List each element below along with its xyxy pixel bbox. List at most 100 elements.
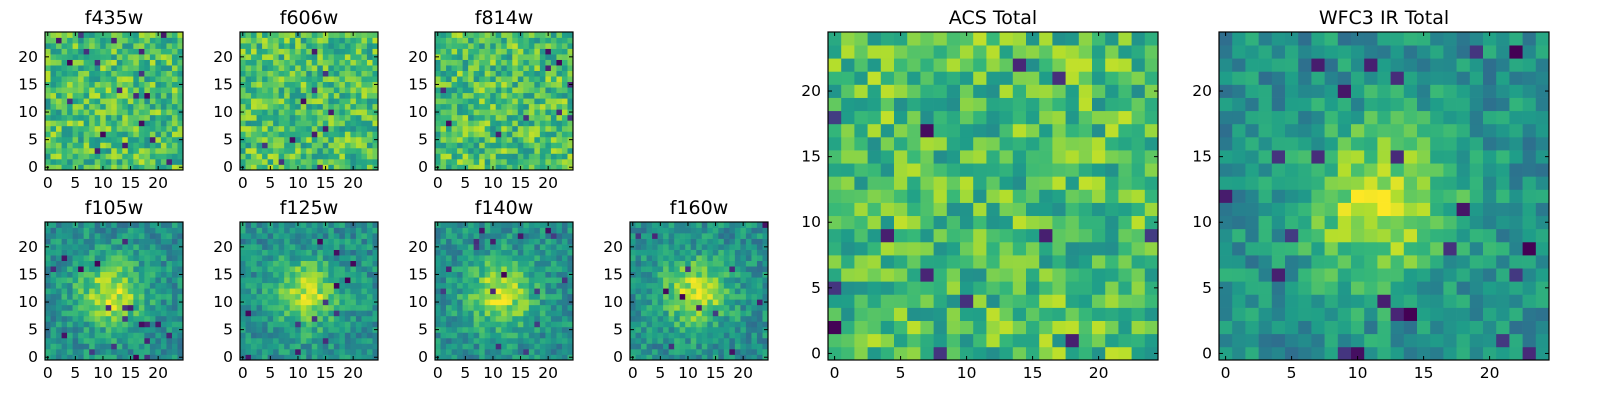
heatmap-cell	[841, 163, 855, 177]
heatmap-cell	[545, 81, 552, 88]
heatmap-cell	[94, 114, 101, 121]
heatmap-cell	[630, 343, 636, 350]
heatmap-cell	[495, 233, 502, 239]
heatmap-cell	[528, 120, 535, 127]
heatmap-cell	[1105, 202, 1119, 217]
heatmap-cell	[690, 332, 697, 339]
y-tick-label: 5	[613, 321, 623, 339]
heatmap-cell	[127, 54, 134, 60]
heatmap-cell	[289, 293, 296, 300]
heatmap-cell	[149, 337, 156, 344]
heatmap-cell	[674, 337, 681, 344]
heatmap-cell	[289, 332, 296, 339]
heatmap-cell	[295, 125, 302, 132]
heatmap-cell	[72, 59, 79, 66]
heatmap-cell	[138, 87, 145, 94]
heatmap-cell	[339, 337, 346, 344]
heatmap-cell	[262, 321, 268, 328]
heatmap-cell	[366, 266, 373, 273]
y-tick-label: 10	[603, 293, 623, 311]
heatmap-cell	[641, 282, 647, 289]
heatmap-cell	[295, 153, 302, 160]
heatmap-cell	[495, 315, 502, 322]
heatmap-cell	[867, 202, 882, 217]
heatmap-cell	[122, 310, 129, 317]
heatmap-cell	[328, 147, 335, 154]
heatmap-cell	[506, 81, 513, 88]
heatmap-cell	[646, 326, 653, 333]
heatmap-cell	[160, 37, 167, 44]
heatmap-cell	[734, 343, 741, 350]
heatmap-cell	[545, 153, 552, 160]
heatmap-cell	[295, 87, 302, 94]
heatmap-cell	[278, 76, 285, 83]
heatmap-cell	[501, 48, 508, 55]
heatmap-cell	[78, 354, 84, 361]
heatmap-cell	[155, 98, 162, 105]
heatmap-cell	[344, 255, 351, 261]
heatmap-cell	[289, 32, 296, 38]
heatmap-cell	[361, 158, 368, 165]
heatmap-cell	[94, 37, 101, 44]
heatmap-cell	[278, 92, 285, 99]
heatmap-cell	[556, 81, 563, 88]
heatmap-cell	[295, 48, 302, 55]
heatmap-cell	[663, 293, 669, 300]
heatmap-cell	[105, 125, 112, 132]
heatmap-cell	[160, 142, 167, 149]
heatmap-cell	[457, 48, 463, 55]
heatmap-cell	[712, 249, 719, 256]
heatmap-cell	[116, 109, 123, 116]
heatmap-cell	[539, 147, 546, 154]
heatmap-cell	[534, 87, 541, 94]
heatmap-cell	[295, 147, 302, 154]
heatmap-cell	[534, 260, 541, 267]
heatmap-cell	[171, 70, 178, 77]
heatmap-cell	[523, 299, 530, 306]
heatmap-cell	[1052, 294, 1066, 308]
heatmap-cell	[523, 222, 530, 228]
heatmap-cell	[306, 76, 313, 83]
heatmap-cell	[306, 109, 313, 116]
heatmap-cell	[512, 109, 519, 116]
heatmap-cell	[372, 222, 379, 228]
heatmap-cell	[83, 282, 90, 289]
heatmap-cell	[267, 76, 274, 83]
heatmap-cell	[149, 37, 156, 44]
heatmap-cell	[501, 37, 508, 44]
heatmap-cell	[355, 293, 362, 300]
y-tick-label: 5	[28, 131, 38, 149]
heatmap-cell	[339, 348, 346, 355]
heatmap-cell	[457, 304, 463, 311]
heatmap-cell	[78, 244, 84, 250]
heatmap-cell	[83, 277, 90, 284]
heatmap-cell	[311, 255, 318, 261]
heatmap-cell	[300, 98, 307, 105]
heatmap-cell	[339, 136, 346, 143]
heatmap-cell	[56, 81, 62, 88]
y-tick-label: 20	[603, 238, 623, 256]
heatmap-cell	[440, 32, 447, 38]
heatmap-cell	[440, 142, 447, 149]
heatmap-cell	[89, 299, 96, 306]
heatmap-cell	[111, 142, 118, 149]
heatmap-cell	[960, 307, 974, 321]
heatmap-cell	[166, 326, 173, 333]
heatmap-cell	[111, 103, 118, 110]
heatmap-cell	[517, 310, 524, 317]
heatmap-cell	[67, 326, 73, 333]
heatmap-cell	[685, 249, 692, 256]
heatmap-cell	[350, 337, 357, 344]
heatmap-cell	[127, 70, 134, 77]
heatmap-cell	[451, 131, 458, 138]
heatmap-cell	[171, 321, 178, 328]
heatmap-cell	[561, 337, 568, 344]
heatmap-cell	[473, 158, 480, 165]
heatmap-cell	[1118, 163, 1132, 177]
heatmap-cell	[668, 244, 675, 250]
heatmap-cell	[495, 37, 502, 44]
heatmap-cell	[94, 70, 101, 77]
heatmap-cell	[1144, 163, 1159, 177]
heatmap-cell	[567, 332, 574, 339]
heatmap-cell	[1105, 228, 1119, 243]
